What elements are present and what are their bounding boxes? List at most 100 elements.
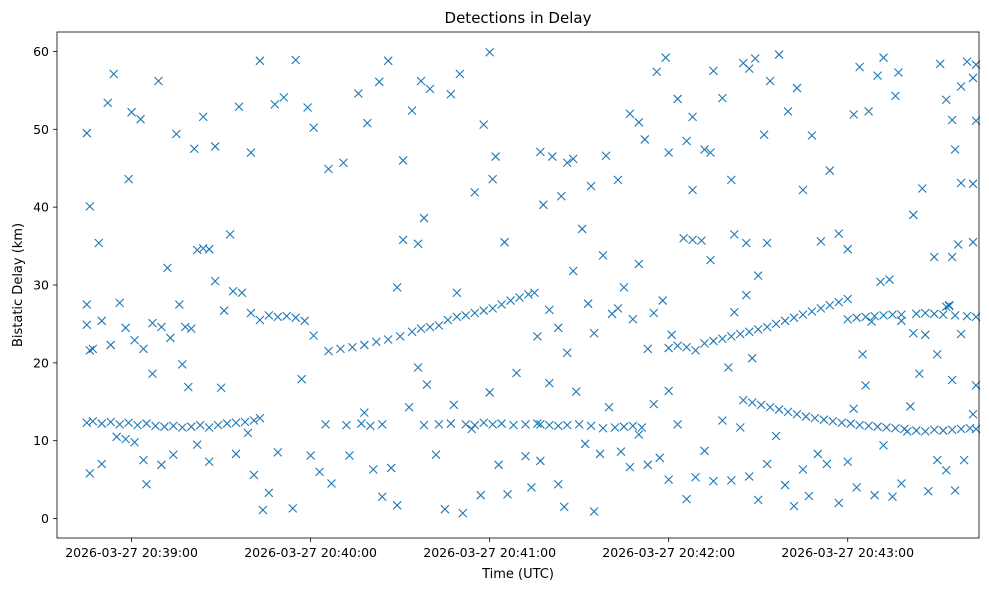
data-point-101 xyxy=(342,420,351,430)
data-point-5 xyxy=(124,418,134,428)
data-point-285 xyxy=(816,303,826,313)
data-point-185 xyxy=(553,421,563,431)
data-point-204 xyxy=(640,135,650,144)
data-point-288 xyxy=(843,294,853,304)
data-point-130 xyxy=(470,308,480,318)
data-point-295 xyxy=(673,419,683,429)
data-point-294 xyxy=(664,386,674,396)
data-point-88 xyxy=(204,457,214,467)
data-point-105 xyxy=(419,420,429,430)
data-point-366 xyxy=(908,210,918,220)
data-point-166 xyxy=(386,463,396,473)
data-point-151 xyxy=(479,120,489,130)
data-point-47 xyxy=(88,344,98,354)
data-point-229 xyxy=(559,502,569,512)
data-point-56 xyxy=(165,333,175,343)
data-point-159 xyxy=(419,213,429,223)
data-point-165 xyxy=(377,492,387,502)
data-point-309 xyxy=(798,465,808,474)
x-tick-label-2: 2026-03-27 20:41:00 xyxy=(423,545,556,560)
data-point-121 xyxy=(383,335,393,344)
data-point-169 xyxy=(413,363,423,372)
data-point-211 xyxy=(562,348,572,358)
data-point-220 xyxy=(628,314,638,324)
data-point-69 xyxy=(264,310,274,320)
data-point-92 xyxy=(249,470,259,480)
data-point-80 xyxy=(139,455,148,465)
data-point-97 xyxy=(297,374,307,384)
data-point-72 xyxy=(291,313,301,323)
data-point-91 xyxy=(243,428,253,438)
chart-title: Detections in Delay xyxy=(445,9,592,27)
data-point-1 xyxy=(88,416,98,426)
data-point-332 xyxy=(861,312,871,322)
data-point-111 xyxy=(488,419,498,429)
data-point-337 xyxy=(911,309,921,319)
data-point-156 xyxy=(392,282,402,292)
data-point-136 xyxy=(524,289,533,299)
data-point-76 xyxy=(97,459,107,469)
data-point-346 xyxy=(911,426,921,435)
data-point-331 xyxy=(852,313,862,323)
data-point-84 xyxy=(168,450,178,460)
data-point-224 xyxy=(658,296,668,305)
data-point-304 xyxy=(753,495,763,505)
data-point-214 xyxy=(583,299,593,309)
data-point-99 xyxy=(315,467,324,477)
data-point-297 xyxy=(691,472,700,482)
data-point-368 xyxy=(929,252,939,262)
data-point-312 xyxy=(747,398,757,407)
data-point-249 xyxy=(726,175,736,185)
data-point-306 xyxy=(771,431,781,441)
x-tick-label-0: 2026-03-27 20:39:00 xyxy=(65,545,198,560)
data-point-203 xyxy=(634,117,644,127)
data-point-77 xyxy=(112,432,122,442)
data-point-180 xyxy=(512,368,521,378)
data-point-96 xyxy=(288,504,298,513)
data-point-21 xyxy=(82,128,92,138)
data-point-82 xyxy=(148,369,157,379)
data-point-256 xyxy=(783,107,793,116)
data-point-363 xyxy=(879,53,888,63)
data-point-378 xyxy=(968,179,978,189)
data-point-162 xyxy=(345,451,354,460)
data-point-286 xyxy=(825,300,835,310)
y-tick-label-40: 40 xyxy=(33,200,49,215)
data-point-198 xyxy=(568,154,578,164)
data-point-206 xyxy=(661,53,671,63)
data-point-340 xyxy=(938,310,948,319)
data-point-26 xyxy=(124,174,134,184)
data-point-397 xyxy=(941,465,951,475)
data-point-163 xyxy=(359,408,369,418)
data-point-241 xyxy=(664,475,674,485)
data-point-318 xyxy=(801,412,811,421)
data-point-320 xyxy=(819,415,829,425)
data-point-149 xyxy=(455,69,465,79)
data-point-64 xyxy=(219,306,229,316)
data-point-39 xyxy=(270,100,280,109)
data-point-200 xyxy=(601,151,611,161)
data-point-280 xyxy=(771,319,781,329)
data-point-12 xyxy=(186,422,196,432)
data-point-279 xyxy=(762,322,772,332)
data-point-251 xyxy=(744,64,754,73)
data-point-141 xyxy=(362,118,372,128)
data-point-36 xyxy=(234,102,244,112)
data-point-158 xyxy=(413,239,423,249)
data-point-305 xyxy=(762,459,772,469)
data-point-127 xyxy=(443,315,453,325)
data-point-230 xyxy=(571,387,581,397)
data-point-86 xyxy=(183,382,193,392)
data-point-41 xyxy=(291,55,301,65)
data-point-14 xyxy=(204,423,214,432)
data-point-355 xyxy=(816,237,826,246)
data-point-272 xyxy=(700,338,709,348)
data-point-183 xyxy=(535,419,545,429)
data-point-311 xyxy=(738,395,748,405)
data-point-365 xyxy=(894,68,903,77)
data-point-19 xyxy=(249,416,259,425)
y-tick-label-50: 50 xyxy=(33,122,49,137)
data-point-123 xyxy=(407,327,417,337)
data-point-221 xyxy=(634,259,644,269)
data-point-299 xyxy=(709,476,718,486)
